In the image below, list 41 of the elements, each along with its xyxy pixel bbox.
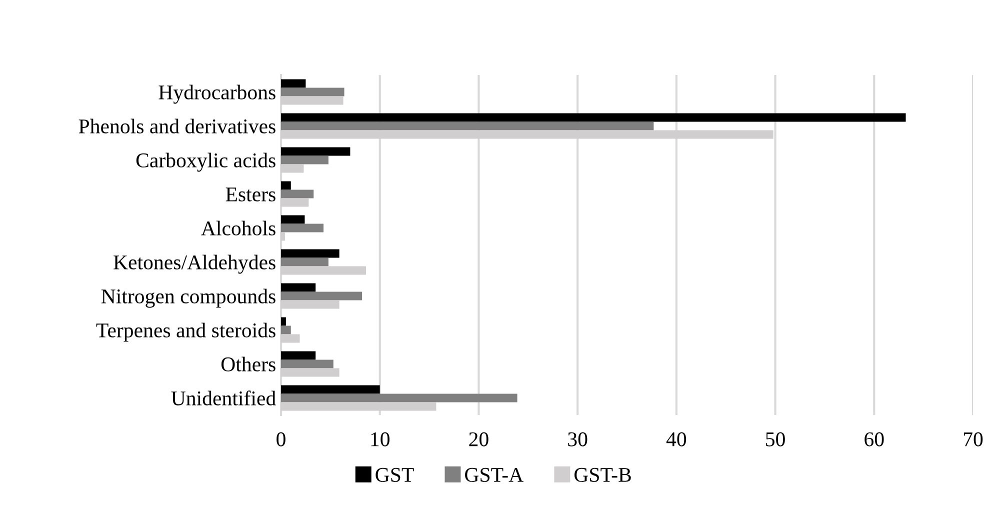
- y-tick-label: Terpenes and steroids: [96, 322, 276, 342]
- y-tick-label: Hydrocarbons: [158, 84, 276, 104]
- bar: [281, 215, 305, 224]
- bar: [281, 351, 316, 360]
- bar: [281, 258, 328, 266]
- x-tick-label: 20: [469, 432, 488, 446]
- y-tick-label: Others: [221, 356, 276, 372]
- bar: [281, 326, 291, 334]
- x-tick-label: 60: [864, 432, 884, 446]
- y-tick-label: Nitrogen compounds: [101, 288, 276, 308]
- x-tick-label: 30: [568, 432, 588, 446]
- bar: [281, 88, 344, 96]
- bar: [281, 224, 324, 232]
- bar: [281, 360, 334, 368]
- bar: [281, 122, 654, 130]
- legend-label: GST-A: [465, 468, 524, 482]
- legend-label: GST: [376, 468, 414, 482]
- x-tick-label: 10: [371, 432, 390, 446]
- x-tick-label: 40: [666, 432, 686, 446]
- bar: [281, 394, 518, 402]
- y-tick-label: Unidentified: [171, 390, 276, 406]
- bar: [281, 283, 316, 292]
- legend-label: GST-B: [574, 468, 631, 482]
- x-tick-label: 70: [964, 432, 983, 446]
- bar: [281, 190, 314, 198]
- x-tick-label: 0: [276, 432, 286, 446]
- bar: [281, 292, 362, 300]
- y-tick-label: Ketones/Aldehydes: [114, 254, 276, 274]
- bar: [281, 317, 286, 326]
- y-tick-label: Alcohols: [201, 220, 276, 236]
- bar: [281, 385, 380, 394]
- bar: [281, 147, 350, 156]
- bar: [281, 181, 291, 190]
- x-tick-label: 50: [766, 432, 785, 446]
- y-tick-label: Phenols and derivatives: [78, 118, 276, 134]
- bar: [281, 113, 906, 122]
- bar: [281, 249, 340, 258]
- y-tick-label: Carboxylic acids: [136, 152, 276, 172]
- y-tick-label: Esters: [226, 188, 276, 202]
- bar: [281, 156, 328, 164]
- bar: [281, 79, 306, 88]
